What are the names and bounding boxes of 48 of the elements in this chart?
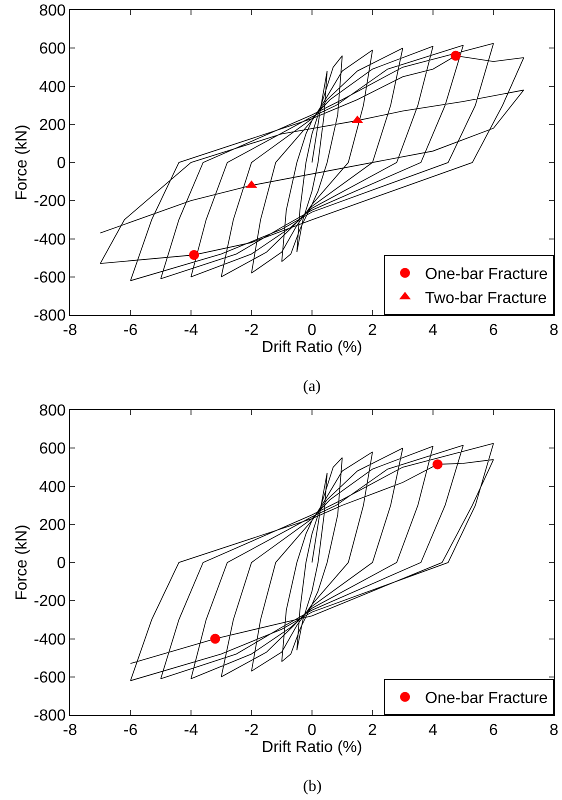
y-tick-label: 800: [39, 2, 66, 20]
y-tick-label: 0: [56, 555, 66, 572]
x-tick-label: 2: [368, 722, 378, 740]
text: (a): [303, 378, 321, 395]
y-tick-label: -800: [34, 708, 66, 725]
x-tick-label: 4: [428, 322, 438, 340]
x-tick-label: 6: [489, 322, 498, 340]
x-tick-label: -6: [123, 722, 138, 740]
y-tick-label: 400: [39, 78, 66, 96]
x-tick-label: -6: [123, 322, 138, 340]
y-tick-label: -200: [34, 193, 66, 210]
x-axis-title: Drift Ratio (%): [262, 739, 362, 756]
y-tick-label: -800: [34, 308, 66, 325]
y-tick-label: 600: [39, 440, 66, 458]
text: (b): [303, 778, 322, 795]
x-tick-label: -8: [62, 322, 78, 340]
y-tick-label: -600: [34, 269, 66, 286]
x-tick-label: 8: [550, 322, 559, 340]
y-tick-label: -400: [34, 231, 66, 248]
y-tick-label: -200: [34, 593, 66, 610]
y-tick-label: -400: [34, 631, 66, 648]
x-tick-label: -8: [62, 722, 78, 740]
x-tick-label: 0: [308, 722, 317, 740]
y-tick-label: 600: [39, 40, 66, 58]
x-tick-label: 2: [368, 322, 378, 340]
line-series: [130, 442, 494, 682]
y-tick-label: 0: [56, 155, 66, 172]
x-tick-label: 0: [308, 322, 317, 340]
y-tick-label: 800: [39, 402, 66, 420]
x-tick-label: -2: [244, 722, 259, 740]
x-tick-label: 4: [428, 722, 438, 740]
x-tick-label: 8: [550, 722, 559, 740]
point: [189, 250, 200, 260]
x-tick-label: -4: [184, 322, 198, 340]
y-tick-label: -600: [34, 669, 66, 686]
x-tick-label: 6: [489, 722, 498, 740]
x-tick-label: -4: [184, 722, 198, 740]
x-axis-title: Drift Ratio (%): [262, 339, 362, 356]
x-tick-label: -2: [244, 322, 259, 340]
y-axis-title: Force (kN): [14, 124, 31, 200]
point: [450, 50, 461, 61]
legend-label: One-bar Fracture: [425, 690, 548, 708]
legend-label: Two-bar Fracture: [425, 290, 547, 307]
y-tick-label: 400: [39, 478, 66, 496]
legend-label: One-bar Fracture: [425, 266, 548, 284]
y-axis-title: Force (kN): [14, 524, 31, 600]
y-tick-label: 200: [39, 116, 66, 134]
y-tick-label: 200: [39, 516, 66, 534]
